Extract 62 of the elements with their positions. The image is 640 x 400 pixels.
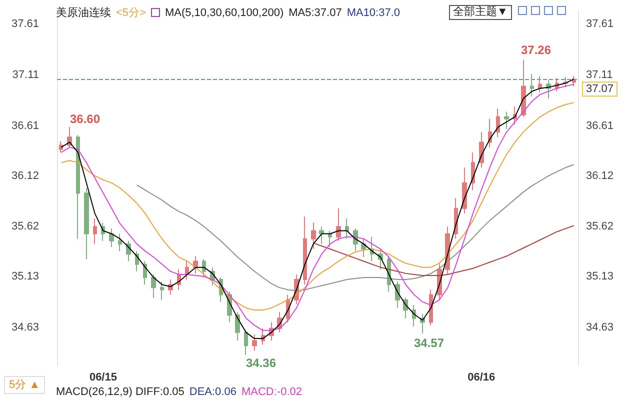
candlestick	[311, 222, 316, 250]
annotation: 37.26	[521, 43, 552, 57]
candlestick	[530, 74, 534, 97]
y-tick-label: 35.62	[11, 220, 39, 233]
annotation: 全部主题▼	[449, 5, 512, 20]
candlestick	[345, 218, 349, 240]
candlestick	[93, 218, 97, 244]
chart-subtitle: <5分>	[116, 6, 146, 20]
y2-tick-label: 36.12	[586, 170, 614, 182]
chart-title: 美原油连续	[56, 6, 111, 20]
candlestick	[521, 59, 526, 118]
y2-tick-label: 36.61	[586, 120, 614, 132]
annotation: 36.60	[70, 112, 100, 126]
ref-line-label: 37.07	[586, 83, 614, 96]
candlestick	[328, 230, 332, 248]
y2-tick-label: 35.62	[586, 220, 614, 233]
x-tick-label: 06/16	[468, 372, 496, 384]
y-tick-label: 37.11	[12, 69, 39, 82]
candlestick	[151, 274, 156, 298]
candlestick	[504, 111, 509, 130]
candlestick	[572, 76, 576, 87]
y-tick-label: 35.13	[11, 270, 39, 282]
candlestick	[252, 334, 257, 352]
line-series	[312, 225, 574, 276]
candlestick	[336, 208, 341, 242]
candlestick	[496, 108, 500, 138]
candlestick	[76, 134, 80, 240]
candlestick	[462, 167, 467, 214]
line-series	[60, 102, 574, 311]
candlestick	[244, 330, 248, 356]
text: MACD:-0.02	[241, 386, 302, 398]
annotation: 34.36	[246, 356, 276, 370]
candlestick	[303, 216, 307, 286]
text: DEA:0.06	[189, 386, 236, 398]
candlestick	[109, 228, 114, 248]
candlestick	[160, 281, 164, 300]
candlestick	[538, 76, 542, 93]
y2-tick-label: 35.13	[586, 270, 614, 282]
candlestick	[361, 238, 366, 258]
annotation: 34.57	[414, 336, 444, 350]
y2-tick-label: 34.63	[586, 321, 614, 334]
text: 5分 ▲	[4, 376, 46, 394]
y-tick-label: 37.61	[11, 18, 39, 30]
candlestick	[202, 258, 206, 278]
line-series	[136, 164, 574, 292]
candlestick	[118, 233, 122, 252]
candlestick	[59, 140, 63, 153]
candlestick	[84, 188, 89, 260]
annotation: MA10:37.0	[346, 6, 400, 18]
candlestick	[193, 256, 198, 274]
candlestick	[319, 226, 324, 244]
y-tick-label: 36.61	[11, 120, 39, 132]
annotation: MA(5,10,30,60,100,200)	[164, 6, 284, 18]
candlestick	[235, 312, 240, 342]
y2-tick-label: 37.11	[586, 69, 613, 82]
y-tick-label: 36.12	[11, 170, 39, 182]
annotation: MA5:37.07	[288, 6, 342, 18]
x-tick-label: 06/15	[89, 372, 117, 384]
y2-tick-label: 37.61	[586, 18, 614, 30]
candlestick	[185, 260, 189, 280]
text: MACD(26,12,9) DIFF:0.05	[56, 386, 184, 398]
y-tick-label: 34.63	[11, 321, 39, 334]
